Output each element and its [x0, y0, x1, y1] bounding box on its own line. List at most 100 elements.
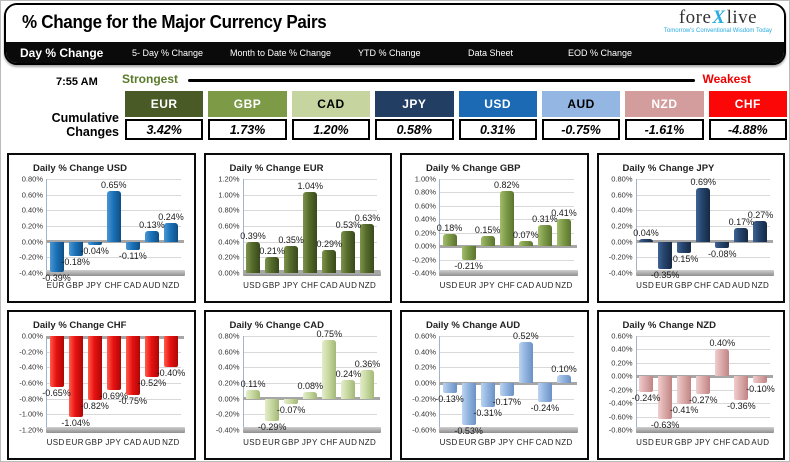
tab-eod-change[interactable]: EOD % Change	[568, 47, 633, 58]
data-label: -0.53%	[454, 425, 483, 436]
plot-area: 0.18% -0.21% 0.15% 0.82% 0.07% 0.31% 0.41%	[437, 179, 578, 276]
x-axis-label: JPY	[479, 281, 495, 290]
y-axis-tick: -1.00%	[19, 409, 43, 419]
tab-bar: Day % Change 5- Day % Change Month to Date…	[6, 42, 784, 63]
y-axis-tick: 0.00%	[414, 378, 436, 388]
y-axis: 0.60% 0.40% 0.20% 0.00% -0.20% -0.40% -0.60%	[406, 332, 439, 435]
data-label: 0.36%	[354, 359, 381, 370]
currency-code-badge[interactable]: CHF	[708, 91, 787, 117]
x-axis-label: NZD	[751, 281, 770, 290]
currency-code-badge[interactable]: AUD	[541, 91, 621, 117]
plot-floor	[635, 427, 774, 433]
tab-month-to-date-change[interactable]: Month to Date % Change	[230, 47, 332, 58]
currency-code-badge[interactable]: USD	[458, 91, 537, 117]
data-label: -0.11%	[118, 251, 147, 262]
cumulative-change-value: -1.61%	[625, 119, 704, 140]
x-axis-label: AUD	[751, 438, 770, 447]
y-axis-tick: -0.40%	[412, 268, 436, 278]
bar-aud	[341, 379, 356, 399]
data-label: 0.35%	[278, 234, 304, 245]
plot-area: -0.13% -0.53% -0.31% -0.17% 0.52% -0.24% 0.10%	[435, 331, 578, 436]
data-label: -0.18%	[61, 256, 90, 267]
y-axis: 0.80% 0.60% 0.40% 0.20% 0.00% -0.20% -0.40%	[210, 332, 243, 435]
currency-code-badge[interactable]: EUR	[125, 91, 204, 117]
bar-chf	[106, 190, 121, 242]
y-axis-tick: -0.20%	[215, 409, 240, 419]
tab-data-sheet[interactable]: Data Sheet	[468, 47, 514, 58]
data-label: 0.07%	[513, 230, 539, 241]
x-axis-label: CAD	[535, 438, 554, 447]
currency-code-badge[interactable]: GBP	[208, 91, 287, 117]
bar-gbp	[284, 398, 299, 405]
bar-cad	[715, 241, 730, 248]
currency-code-badge[interactable]: CAD	[291, 91, 371, 117]
data-label: -0.24%	[631, 393, 661, 404]
data-label: 0.39%	[240, 231, 266, 242]
tab-5-day-change[interactable]: 5- Day % Change	[132, 47, 204, 58]
logo-text: foreXlive	[678, 7, 758, 28]
data-label: -0.17%	[492, 397, 522, 408]
data-label: 0.08%	[297, 381, 324, 392]
cumulative-change-value: 0.58%	[375, 119, 454, 140]
x-axis-label: GBP	[84, 438, 104, 447]
bar-usd	[246, 390, 261, 399]
data-label: -0.08%	[708, 248, 737, 259]
chart-panel-aud: Daily % Change AUD 0.60% 0.40% 0.20% 0.00% -0…	[400, 310, 589, 460]
y-axis-tick: 0.20%	[611, 358, 633, 368]
bar-nzd	[360, 370, 375, 399]
data-label: -0.13%	[435, 394, 464, 405]
x-axis-label: EUR	[655, 438, 674, 447]
bar-nzd	[556, 218, 571, 247]
bar-cad	[125, 336, 140, 395]
x-axis-label: USD	[243, 281, 262, 290]
x-axis-label: NZD	[358, 438, 377, 447]
x-axis-label: JPY	[301, 438, 318, 447]
y-axis-tick: 0.80%	[414, 187, 436, 197]
bar-chf	[696, 187, 711, 242]
bar-eur	[658, 376, 673, 419]
gridline	[636, 416, 770, 418]
x-axis-label: USD	[439, 438, 458, 447]
bar-gbp	[677, 241, 692, 254]
x-axis-label: GBP	[281, 438, 300, 447]
y-axis-tick: 0.40%	[611, 344, 633, 354]
cumulative-change-value: 1.20%	[291, 119, 371, 140]
y-axis: 0.00% -0.20% -0.40% -0.60% -0.80% -1.00% -1.20…	[13, 332, 46, 435]
chart-panel-cad: Daily % Change CAD 0.80% 0.60% 0.40% 0.20% 0.…	[203, 310, 392, 460]
x-axis-label: GBP	[262, 281, 281, 290]
x-axis-label: USD	[439, 281, 458, 290]
data-label: -0.24%	[530, 402, 560, 413]
data-label: -0.40%	[156, 368, 186, 379]
forexlive-logo[interactable]: foreXlive Tomorrow's Conventional Wisdom…	[664, 8, 772, 34]
y-axis-tick: 0.60%	[611, 190, 633, 200]
tab-day-change[interactable]: Day % Change	[20, 45, 104, 60]
tab-ytd-change[interactable]: YTD % Change	[358, 47, 421, 58]
bar-jpy	[284, 245, 299, 273]
plot-floor	[46, 427, 185, 433]
plot-floor	[46, 270, 185, 276]
bar-usd	[639, 238, 654, 242]
data-label: -0.75%	[118, 395, 148, 406]
data-label: 0.04%	[633, 227, 659, 238]
currency-code-badge[interactable]: NZD	[625, 91, 704, 117]
x-axis-label: JPY	[498, 438, 515, 447]
bar-jpy	[499, 383, 514, 397]
data-label: -0.41%	[669, 404, 699, 415]
data-label: 0.82%	[493, 180, 520, 191]
y-axis-tick: 0.80%	[611, 174, 633, 184]
gridline	[636, 403, 770, 405]
currency-code-badge[interactable]: JPY	[375, 91, 454, 117]
chart-body: 0.80% 0.60% 0.40% 0.20% 0.00% -0.20% -0.40% 0.1…	[210, 329, 385, 435]
ranking-section: 7:55 AM Strongest Weakest Cumulative Chan…	[1, 67, 789, 151]
x-axis-label: CAD	[516, 281, 535, 290]
data-label: 0.27%	[747, 209, 774, 220]
bar-gbp	[480, 383, 495, 408]
cumulative-change-value: -4.88%	[708, 119, 787, 140]
y-axis-tick: -0.40%	[215, 425, 240, 435]
bar-usd	[442, 383, 457, 394]
y-axis-tick: 0.60%	[611, 331, 633, 341]
y-axis-tick: -0.80%	[608, 425, 633, 435]
bar-jpy	[303, 392, 318, 399]
y-axis-tick: 0.80%	[21, 174, 43, 184]
data-label: 0.10%	[551, 364, 577, 375]
